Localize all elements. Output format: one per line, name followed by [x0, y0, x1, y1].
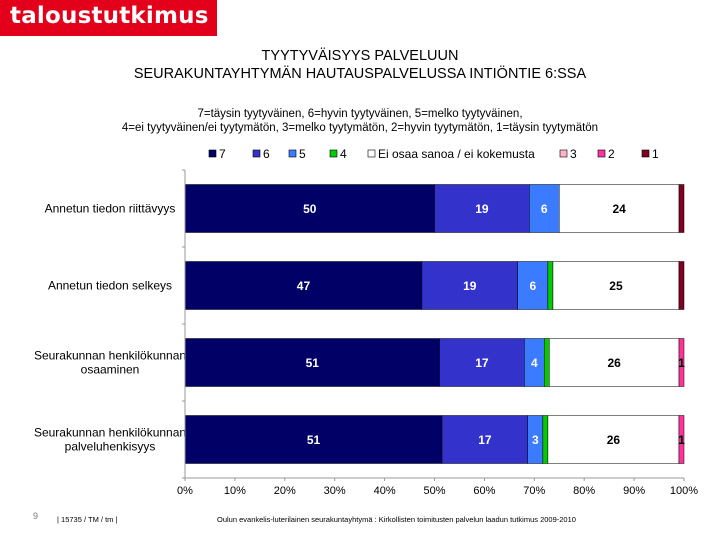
chart-subtitle-line1: 7=täysin tyytyväinen, 6=hyvin tyytyväine… — [197, 108, 523, 120]
bar-segment — [549, 338, 680, 387]
bar-segment — [439, 338, 525, 387]
bar-segment — [552, 261, 680, 310]
data-label: 47 — [297, 279, 311, 293]
logo-text: taloustutkimus oy — [10, 3, 249, 29]
legend-label: 6 — [263, 147, 270, 161]
data-label: 6 — [529, 279, 536, 293]
chart-subtitle-line2: 4=ei tyytyväinen/ei tyytymätön, 3=melko … — [121, 122, 599, 134]
bar-segment — [678, 261, 685, 310]
bar-segment — [434, 184, 530, 233]
bar-segment — [547, 261, 554, 310]
x-tick-label: 0% — [177, 485, 193, 497]
data-label: 26 — [607, 356, 621, 370]
x-tick-label: 60% — [473, 485, 495, 497]
bar-segment — [184, 261, 423, 310]
page-number: 9 — [33, 511, 39, 521]
legend-label: 2 — [608, 147, 615, 161]
data-label: 6 — [541, 202, 548, 216]
data-label: 19 — [463, 279, 477, 293]
bar-segment — [544, 338, 550, 387]
bar-segment — [547, 415, 680, 464]
data-label: 25 — [609, 279, 623, 293]
x-tick-label: 50% — [423, 485, 445, 497]
legend-label: 1 — [652, 147, 659, 161]
data-label: 1 — [678, 433, 685, 447]
data-label: 17 — [478, 433, 492, 447]
legend-swatch — [329, 149, 338, 158]
legend-swatch — [252, 149, 261, 158]
footer-code: | 15735 / TM / tm | — [57, 515, 118, 524]
data-label: 24 — [612, 202, 626, 216]
x-tick-label: 70% — [523, 485, 545, 497]
bar-segment — [542, 415, 549, 464]
bar-segment — [517, 261, 549, 310]
category-label: Annetun tiedon riittävyys — [45, 202, 176, 216]
bar-segment — [678, 338, 685, 387]
legend-label: 3 — [570, 147, 577, 161]
data-label: 1 — [678, 356, 685, 370]
legend-label: 4 — [340, 147, 347, 161]
bar-segment — [678, 184, 685, 233]
x-tick-label: 40% — [374, 485, 396, 497]
category-label: Seurakunnan henkilökunnan — [34, 349, 186, 363]
data-label: 50 — [303, 202, 317, 216]
data-label: 4 — [531, 356, 538, 370]
category-label: Seurakunnan henkilökunnan — [34, 426, 186, 440]
chart-title-line1: TYYTYVÄISYYS PALVELUUN — [261, 48, 459, 64]
x-tick-label: 30% — [324, 485, 346, 497]
chart-title-line2: SEURAKUNTAYHTYMÄN HAUTAUSPALVELUSSA INTI… — [133, 66, 587, 82]
legend-swatch — [641, 149, 650, 158]
data-label: 19 — [475, 202, 489, 216]
category-label: palveluhenkisyys — [65, 440, 156, 454]
bar-segment — [559, 184, 680, 233]
bar-segment — [678, 415, 685, 464]
data-label: 26 — [607, 433, 621, 447]
x-tick-label: 10% — [224, 485, 246, 497]
legend-swatch — [597, 149, 606, 158]
bar-segment — [441, 415, 528, 464]
category-label: Annetun tiedon selkeys — [48, 279, 172, 293]
bar-segment — [184, 184, 435, 233]
x-tick-label: 80% — [573, 485, 595, 497]
x-tick-label: 90% — [623, 485, 645, 497]
legend-label: Ei osaa sanoa / ei kokemusta — [378, 147, 535, 161]
legend-swatch — [367, 149, 376, 158]
data-label: 3 — [532, 433, 539, 447]
bar-segment — [529, 184, 560, 233]
data-label: 51 — [306, 356, 320, 370]
legend-label: 7 — [219, 147, 226, 161]
logo: taloustutkimus oy — [0, 0, 248, 36]
data-label: 17 — [475, 356, 489, 370]
footer-source: Oulun evankelis-luterilainen seurakuntay… — [217, 515, 576, 524]
legend-swatch — [559, 149, 568, 158]
legend-swatch — [208, 149, 217, 158]
category-label: osaaminen — [81, 363, 140, 377]
data-label: 51 — [307, 433, 321, 447]
x-tick-label: 100% — [670, 485, 698, 497]
legend-label: 5 — [299, 147, 306, 161]
x-tick-label: 20% — [274, 485, 296, 497]
legend-swatch — [288, 149, 297, 158]
